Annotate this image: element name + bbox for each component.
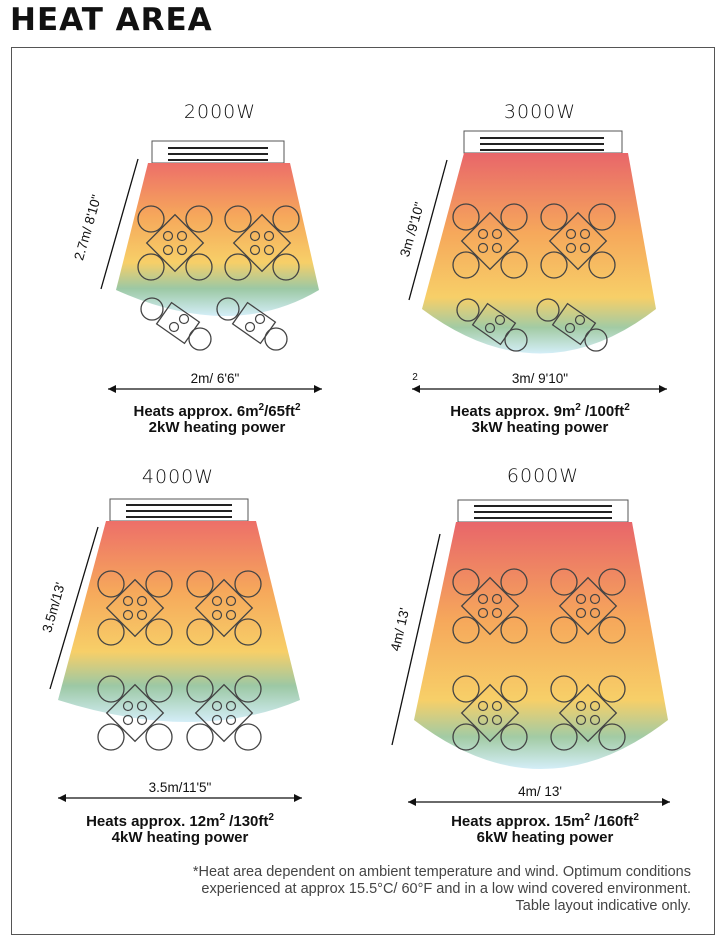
width-label: 3.5m/11'5" [148,780,212,795]
depth-arrow-3000w [408,159,448,301]
heater-4000w [109,498,249,522]
heating-power-text: 2kW heating power [148,419,286,436]
depth-arrow-2000w [100,158,139,290]
heat-area-frame [11,47,715,935]
heats-approx-text: Heats approx. 15m2 /160ft2 [451,812,639,830]
width-label: 4m/ 13' [518,784,562,799]
footnote-line: experienced at approx 15.5°C/ 60°F and i… [201,881,691,897]
heat-zone-6000w [414,522,668,769]
heating-power-text: 3kW heating power [471,419,609,436]
page-title: HEAT AREA [10,2,213,38]
wattage-label: 4000W [141,466,215,488]
footnote: *Heat area dependent on ambient temperat… [51,864,691,915]
wattage-label: 3000W [503,101,577,123]
heat-zone-3000w [422,153,656,354]
footnote-line: *Heat area dependent on ambient temperat… [192,864,691,880]
heats-approx-text: Heats approx. 6m2/65ft2 [133,402,301,420]
heater-6000w [457,499,629,523]
wattage-label: 2000W [183,101,257,123]
depth-arrow-6000w [391,533,441,746]
depth-arrow-4000w [49,526,99,690]
heater-2000w [151,140,285,164]
heater-3000w [463,130,623,154]
heats-approx-text: Heats approx. 12m2 /130ft2 [86,812,274,830]
heating-power-text: 4kW heating power [111,829,249,846]
stray-mark: 2 [412,372,418,383]
width-label: 2m/ 6'6" [190,371,240,386]
footnote-line: Table layout indicative only. [515,898,691,914]
heat-zone-2000w [116,163,319,316]
wattage-label: 6000W [506,465,580,487]
heats-approx-text: Heats approx. 9m2 /100ft2 [450,402,630,420]
width-label: 3m/ 9'10" [511,371,569,386]
heat-zone-4000w [58,521,300,722]
heating-power-text: 6kW heating power [476,829,614,846]
